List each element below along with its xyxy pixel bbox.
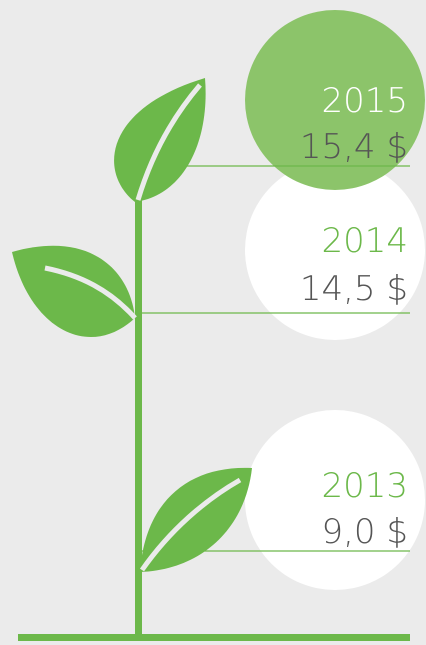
amount: 14,5 $	[300, 269, 408, 309]
circle-2015	[245, 10, 425, 190]
year: 2014	[321, 221, 408, 261]
stem	[135, 150, 142, 640]
year: 2015	[321, 81, 408, 121]
year: 2013	[321, 466, 408, 506]
ground	[18, 634, 410, 641]
circle-2013	[245, 410, 425, 590]
amount: 15,4 $	[300, 127, 408, 167]
leaf-bottom	[139, 467, 252, 572]
circle-2014	[245, 160, 425, 340]
leaf-top	[114, 78, 206, 202]
amount: 9,0 $	[321, 512, 408, 552]
leaf-left	[12, 245, 137, 338]
